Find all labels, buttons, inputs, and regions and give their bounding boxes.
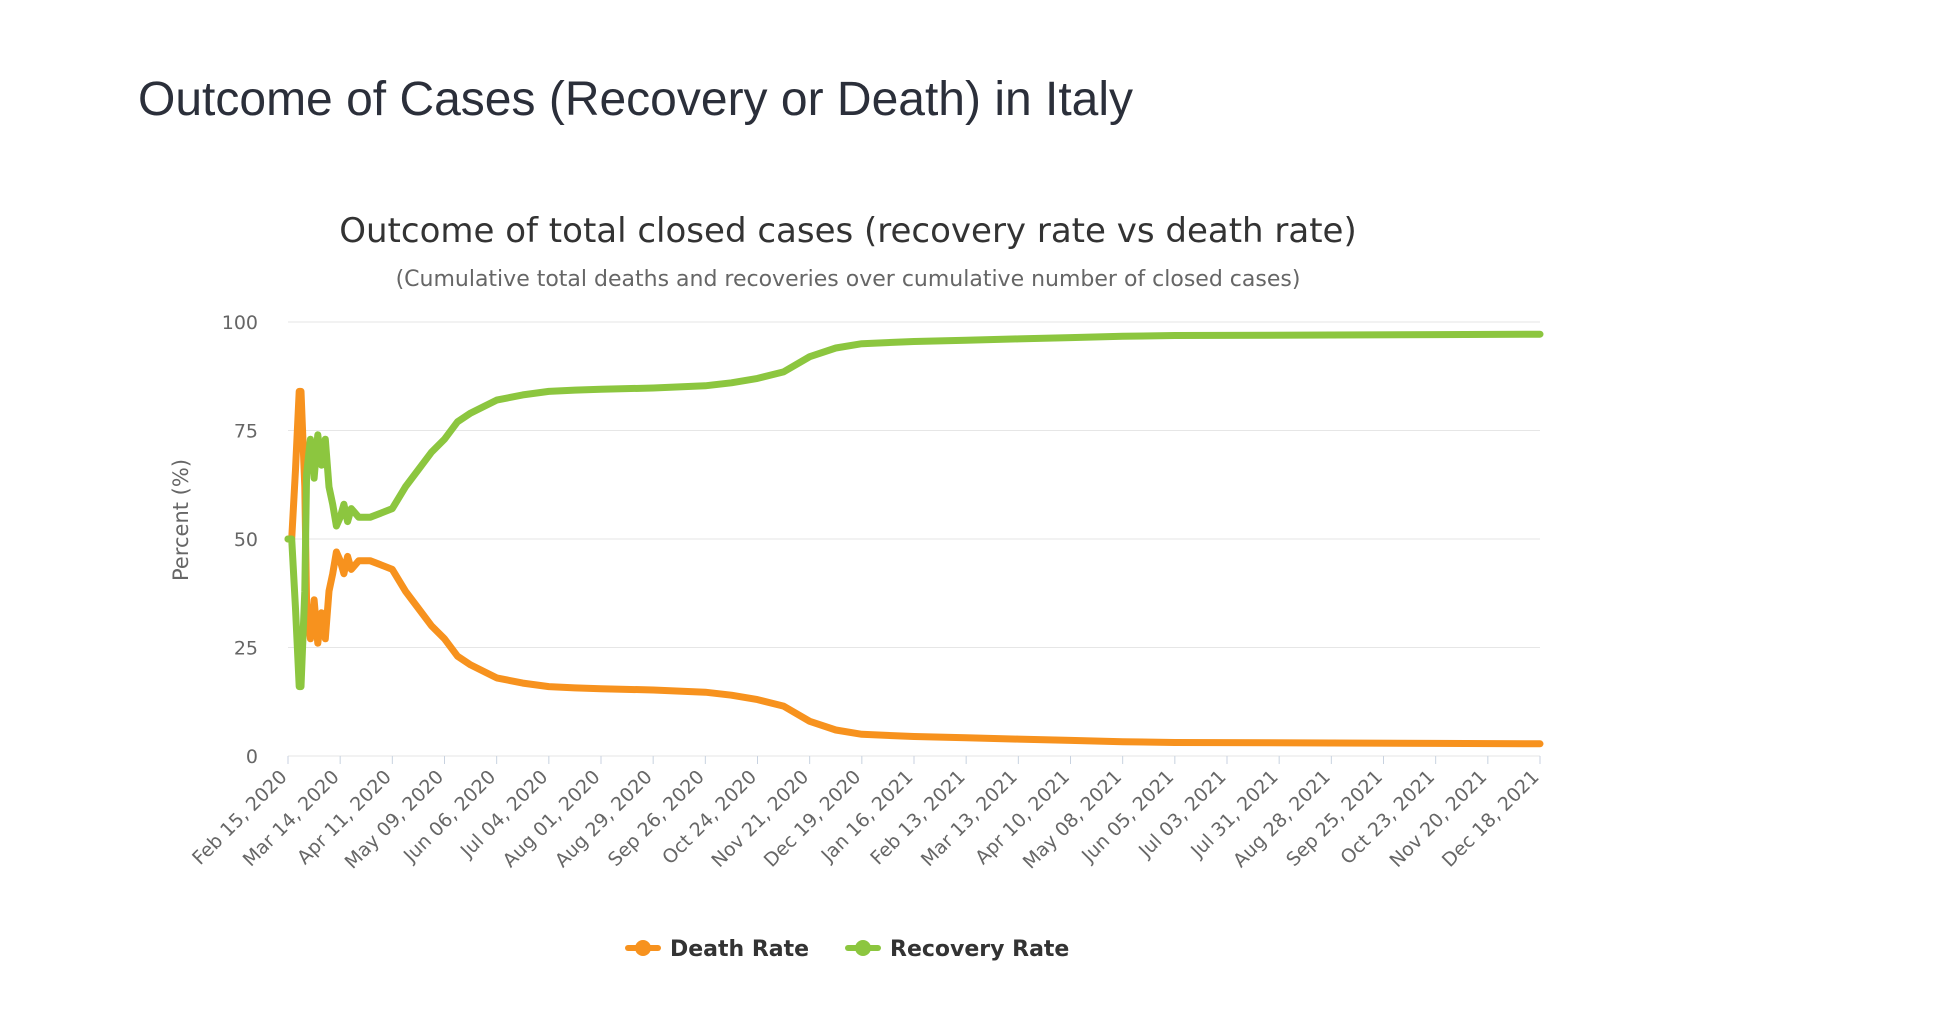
legend-label: Death Rate xyxy=(670,937,809,962)
page-heading: Outcome of Cases (Recovery or Death) in … xyxy=(138,73,1134,126)
y-tick-label: 50 xyxy=(234,529,258,551)
chart-title: Outcome of total closed cases (recovery … xyxy=(339,211,1356,251)
y-tick-label: 0 xyxy=(246,746,258,768)
y-axis-ticks: 0 25 50 75 100 xyxy=(222,312,258,768)
y-tick-label: 25 xyxy=(234,638,258,660)
series-line-death-rate xyxy=(284,387,1544,748)
series-lines xyxy=(284,330,1544,748)
gridlines xyxy=(288,321,1540,757)
legend-item-recovery-rate[interactable]: Recovery Rate xyxy=(845,937,1069,962)
legend-swatch-marker xyxy=(855,940,871,956)
legend[interactable]: Death Rate Recovery Rate xyxy=(625,937,1069,962)
legend-item-death-rate[interactable]: Death Rate xyxy=(625,937,809,962)
series-line-recovery-rate xyxy=(284,330,1544,691)
chart-subtitle: (Cumulative total deaths and recoveries … xyxy=(396,267,1301,292)
legend-label: Recovery Rate xyxy=(890,937,1069,962)
y-tick-label: 75 xyxy=(234,421,258,443)
legend-swatch-marker xyxy=(635,940,651,956)
y-axis-title: Percent (%) xyxy=(169,459,193,581)
y-tick-label: 100 xyxy=(222,312,258,334)
